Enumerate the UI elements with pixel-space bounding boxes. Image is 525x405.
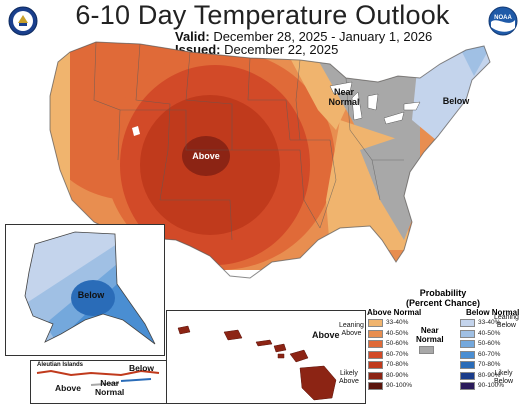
aleutian-near-line1: Near — [100, 378, 120, 388]
legend-likely-above-2: Above — [339, 378, 359, 385]
valid-line: Valid: December 28, 2025 - January 1, 20… — [175, 29, 432, 44]
hawaii-inset: Above — [166, 310, 366, 404]
above-bin-3: 50-60% — [368, 339, 418, 349]
map-title: 6-10 Day Temperature Outlook — [75, 0, 450, 30]
map-label-near-normal-1: Near — [334, 87, 355, 97]
legend-leaning-above-1: Leaning — [339, 322, 364, 329]
aleutian-label-above: Above — [55, 383, 81, 393]
legend-leaning-below-2: Below — [496, 322, 516, 329]
legend-likely-below-1: Likely — [494, 370, 513, 377]
below-bin-label: 50-60% — [478, 340, 501, 347]
legend-leaning-above: Leaning Above — [339, 322, 364, 338]
aleutian-islands-label: Aleutian Islands — [37, 362, 84, 368]
above-bin-swatch — [368, 340, 383, 348]
above-bin-swatch — [368, 361, 383, 369]
above-bin-7: 90-100% — [368, 381, 418, 391]
below-bin-label: 70-80% — [478, 361, 501, 368]
below-bin-swatch — [460, 319, 475, 327]
valid-label: Valid: — [175, 29, 210, 44]
below-bin-swatch — [460, 350, 475, 359]
issued-line: Issued: December 22, 2025 — [175, 42, 338, 57]
above-bin-label: 70-80% — [386, 361, 409, 368]
above-bin-label: 40-50% — [386, 329, 409, 337]
below-bin-2: 40-50% — [460, 329, 510, 339]
legend-title: Probability (Percent Chance) — [388, 288, 498, 308]
aleutian-near-line2: Normal — [95, 387, 125, 397]
above-bin-swatch — [368, 371, 383, 380]
legend-below-header: Below Normal — [466, 308, 520, 317]
above-bin-label: 80-90% — [386, 371, 409, 379]
prob-above-33-40-west — [50, 52, 70, 230]
legend-likely-below: Likely Below — [494, 370, 513, 386]
legend-leaning-below-1: Leaning — [494, 314, 519, 321]
issued-date: December 22, 2025 — [224, 42, 339, 57]
legend-title-line1: Probability — [419, 288, 467, 298]
great-salt-lake — [132, 126, 140, 136]
prob-above-80-90-region — [182, 136, 230, 176]
legend-leaning-above-2: Above — [341, 330, 362, 337]
below-bin-label: 33-40% — [478, 319, 501, 326]
below-bin-5: 70-80% — [460, 360, 510, 370]
above-bin-4: 60-70% — [368, 350, 418, 360]
legend-title-line2: (Percent Chance) — [405, 298, 481, 308]
legend-leaning-below: Leaning Below — [494, 314, 519, 330]
prob-below-40-50-region — [458, 44, 490, 76]
map-label-below-northeast: Below — [443, 96, 471, 106]
hawaii-label-above: Above — [312, 330, 340, 340]
below-bin-6: 80-90% — [460, 371, 510, 381]
above-bin-6: 80-90% — [368, 371, 418, 381]
aleutian-label-near: Near Normal — [95, 379, 124, 397]
great-lakes — [329, 81, 421, 125]
aleutian-inset: Aleutian Islands Above Near Normal Below — [30, 360, 168, 404]
above-bin-swatch — [368, 319, 383, 327]
noaa-logo-text: NOAA — [494, 15, 512, 21]
legend-likely-below-2: Below — [494, 378, 514, 385]
below-bin-4: 60-70% — [460, 350, 510, 360]
above-bin-5: 70-80% — [368, 360, 418, 370]
above-bin-swatch — [368, 329, 383, 338]
legend-above-header: Above Normal — [367, 308, 422, 317]
below-bin-1: 33-40% — [460, 318, 510, 328]
below-bin-label: 80-90% — [478, 371, 501, 379]
below-bin-swatch — [460, 329, 475, 338]
above-bin-label: 50-60% — [386, 340, 409, 347]
below-bin-swatch — [460, 361, 475, 369]
below-bin-3: 50-60% — [460, 339, 510, 349]
noaa-logo-icon: NOAA — [488, 6, 518, 36]
above-bin-label: 33-40% — [386, 319, 409, 326]
legend-likely-above: Likely Above — [339, 370, 359, 386]
alaska-inset: Below — [5, 224, 165, 356]
above-bin-swatch — [368, 382, 383, 390]
above-bin-1: 33-40% — [368, 318, 418, 328]
below-bin-swatch — [460, 382, 475, 390]
above-bin-label: 60-70% — [386, 350, 409, 358]
above-bin-label: 90-100% — [386, 382, 413, 389]
below-bin-label: 40-50% — [478, 329, 501, 337]
above-bin-swatch — [368, 350, 383, 359]
below-bin-label: 60-70% — [478, 350, 501, 358]
above-bin-2: 40-50% — [368, 329, 418, 339]
alaska-label-below: Below — [78, 290, 106, 300]
below-bin-swatch — [460, 340, 475, 348]
legend-likely-above-1: Likely — [339, 370, 358, 377]
legend-near-line2: Normal — [416, 335, 444, 344]
legend-near-line1: Near — [420, 326, 439, 335]
legend-near-header: Near Normal — [416, 326, 444, 344]
doc-seal-icon — [8, 6, 38, 36]
aleutian-label-below: Below — [129, 363, 155, 373]
below-bin-7: 90-100% — [460, 381, 510, 391]
map-label-above: Above — [192, 151, 220, 161]
below-bin-swatch — [460, 371, 475, 380]
below-bin-label: 90-100% — [478, 382, 505, 389]
valid-dates: December 28, 2025 - January 1, 2026 — [213, 29, 433, 44]
hawaii-islands — [177, 325, 337, 401]
map-label-near-normal-2: Normal — [328, 97, 359, 107]
legend-near-swatch — [419, 346, 434, 354]
